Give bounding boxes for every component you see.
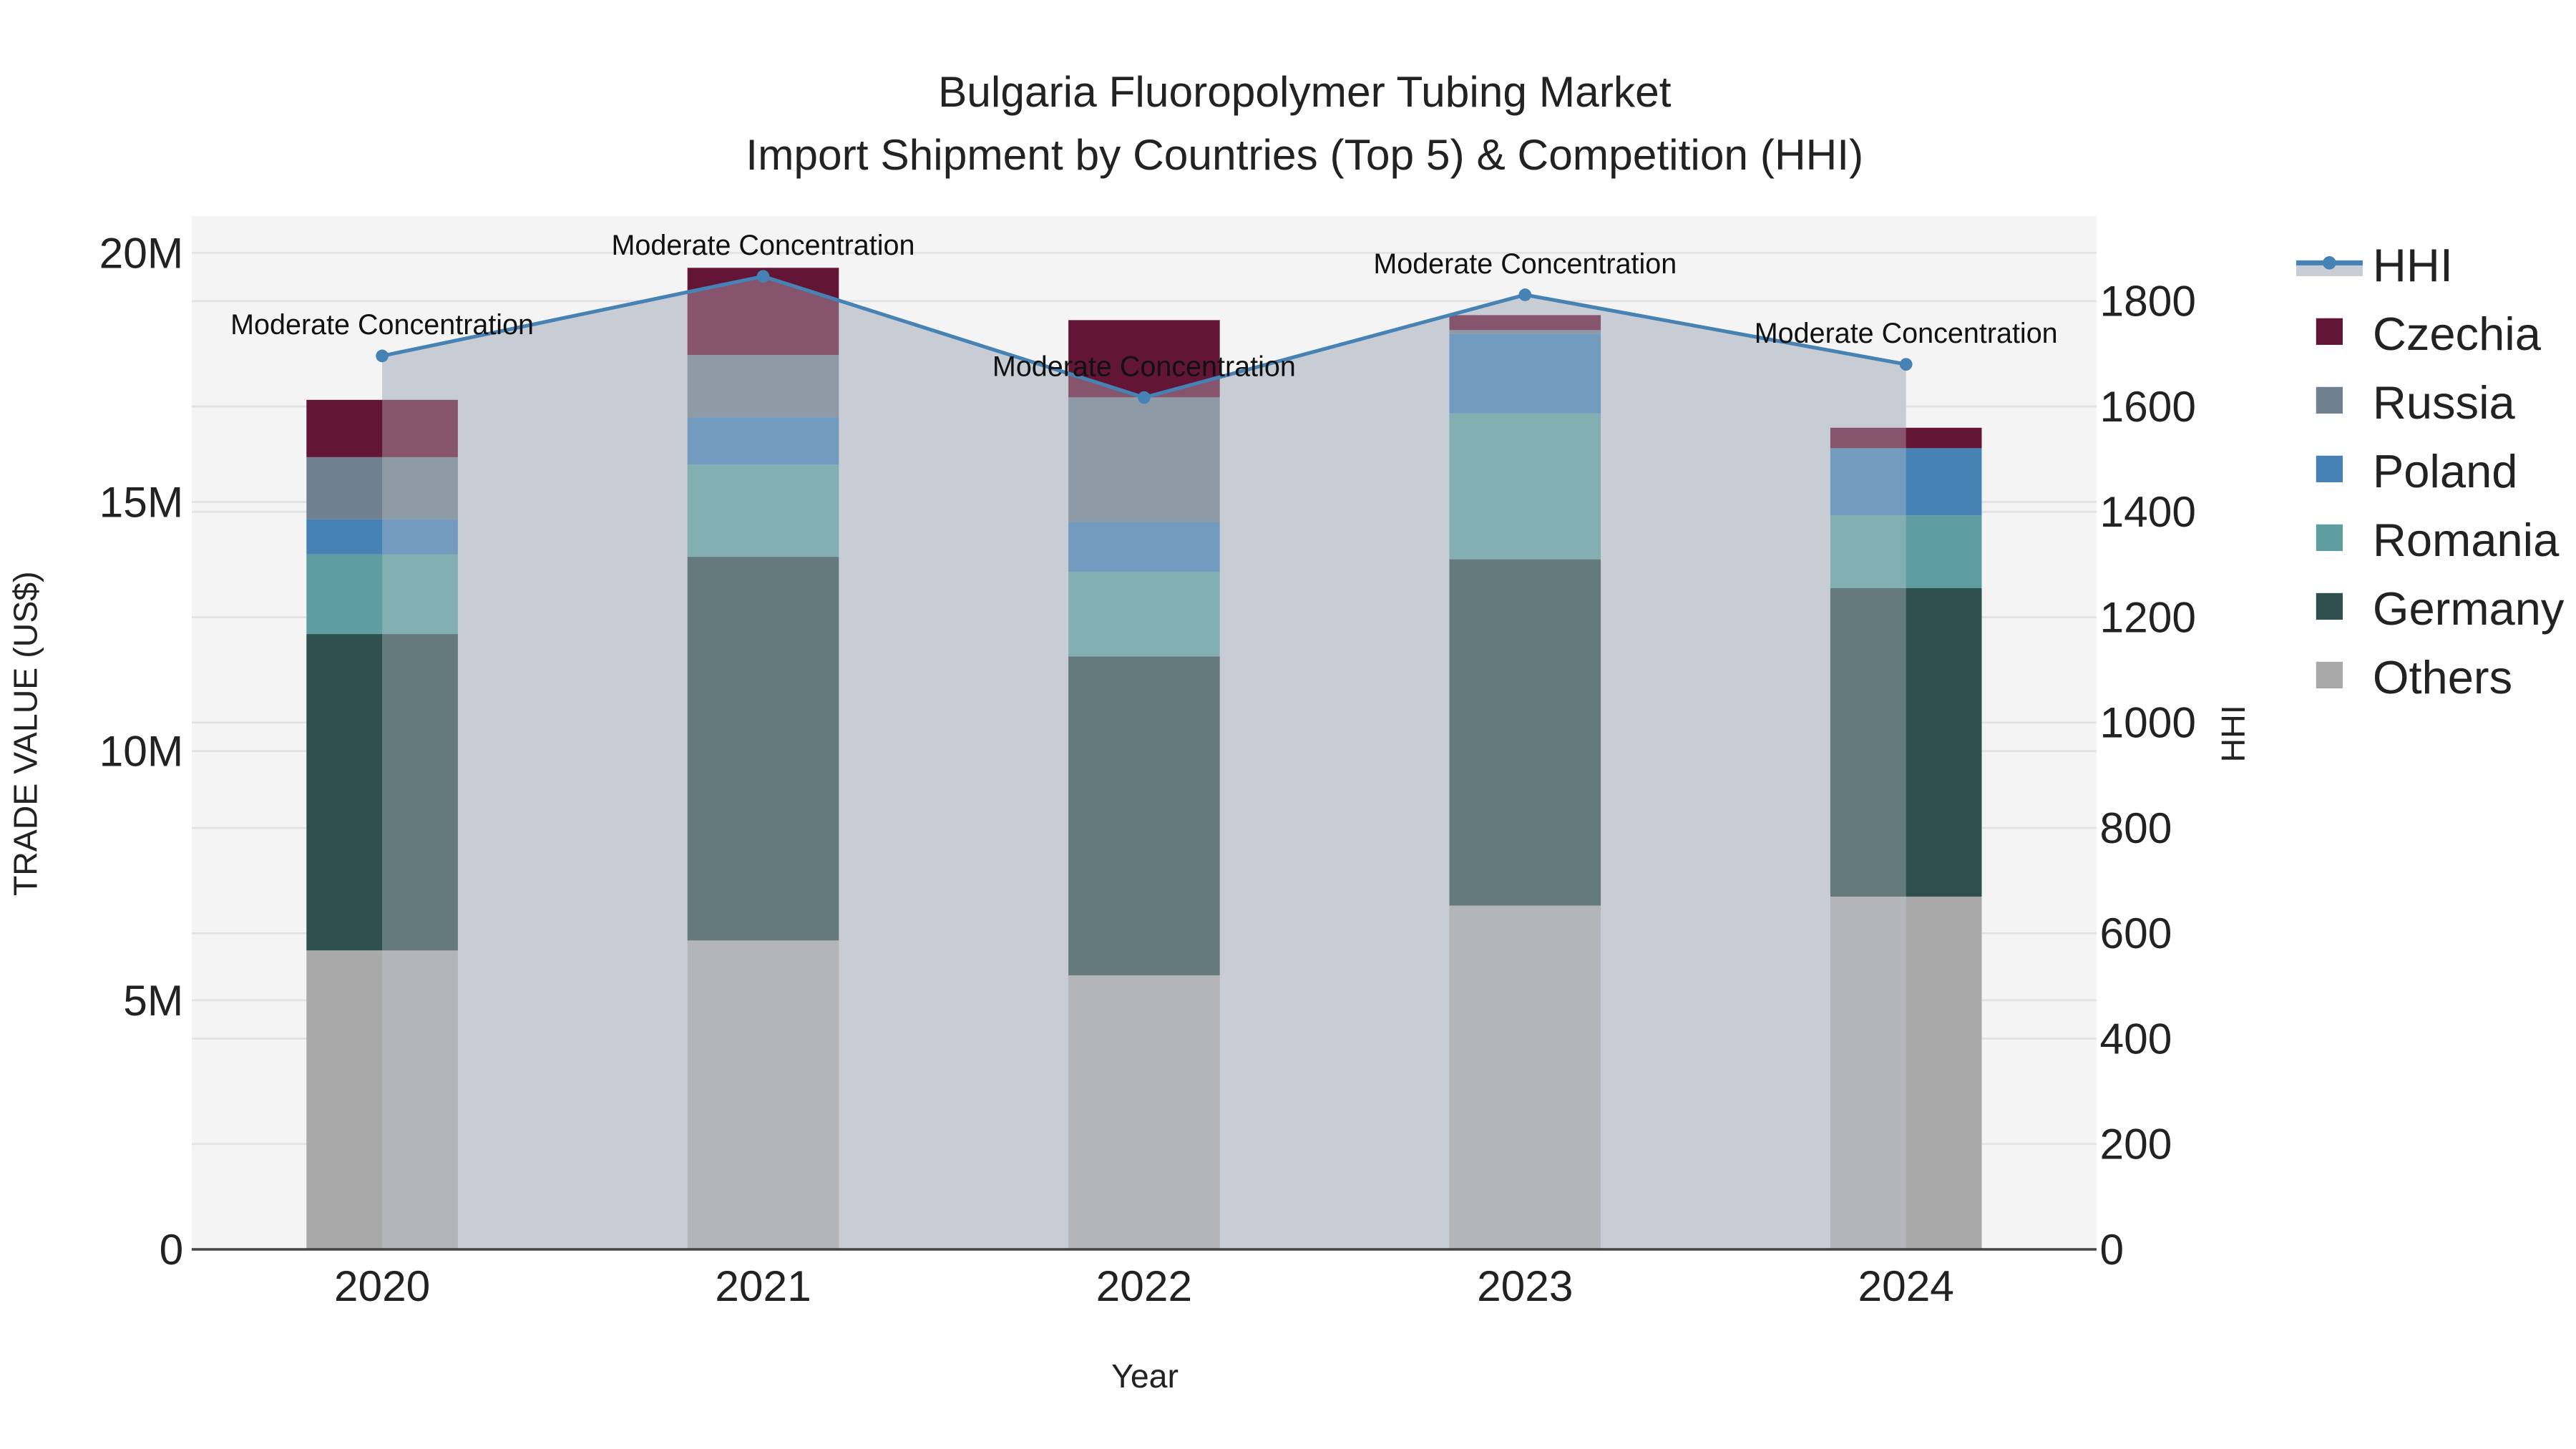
- bar-segment-others-2021: [687, 940, 839, 1250]
- x-ticks: 2020 2021 2022 2023 2024: [334, 1262, 1954, 1310]
- y-right-tick: 1800: [2100, 277, 2196, 326]
- y-left-tick: 10M: [99, 727, 184, 776]
- bar-segment-poland-2020: [306, 519, 458, 555]
- bar-segment-russia-2021: [687, 355, 839, 418]
- y-right-tick: 0: [2100, 1225, 2124, 1274]
- hhi-line: [376, 270, 1913, 404]
- hhi-point-2023[interactable]: [1518, 288, 1532, 301]
- x-tick-2021: 2021: [715, 1262, 811, 1310]
- bar-segment-germany-2020: [306, 634, 458, 951]
- x-tick-2023: 2023: [1477, 1262, 1573, 1310]
- legend: HHI Czechia Russia Poland Romania Germany Othe…: [2296, 239, 2565, 703]
- y-right-tick: 1400: [2100, 487, 2196, 536]
- legend-item-hhi[interactable]: HHI: [2296, 239, 2453, 291]
- legend-item-poland[interactable]: Poland: [2316, 445, 2518, 497]
- x-tick-2020: 2020: [334, 1262, 430, 1310]
- svg-text:Poland: Poland: [2373, 445, 2518, 497]
- y-left-tick: 20M: [99, 228, 184, 277]
- svg-text:Romania: Romania: [2373, 514, 2560, 566]
- bar-segment-russia-2020: [306, 457, 458, 519]
- legend-item-russia[interactable]: Russia: [2316, 376, 2516, 429]
- bar-segment-others-2020: [306, 950, 458, 1250]
- bar-segment-others-2024: [1830, 897, 1982, 1250]
- hhi-point-2024[interactable]: [1899, 358, 1913, 371]
- bar-segment-romania-2022: [1068, 572, 1220, 657]
- y-right-ticks: 0 200 400 600 800 1000 1200 1400 1600 1800: [2100, 277, 2196, 1274]
- legend-item-germany[interactable]: Germany: [2316, 582, 2565, 635]
- legend-item-others[interactable]: Others: [2316, 651, 2512, 703]
- hhi-point-2020[interactable]: [376, 349, 389, 363]
- bar-segment-russia-2023: [1449, 330, 1601, 334]
- bar-segment-poland-2022: [1068, 522, 1220, 572]
- bar-segment-czechia-2024: [1830, 427, 1982, 449]
- y-left-axis-label: TRADE VALUE (US$): [7, 571, 44, 896]
- chart-title-line1: Bulgaria Fluoropolymer Tubing Market: [938, 67, 1672, 116]
- svg-text:Others: Others: [2373, 651, 2512, 703]
- x-tick-2022: 2022: [1096, 1262, 1192, 1310]
- bar-segment-russia-2022: [1068, 397, 1220, 522]
- stacked-bars: [306, 268, 1982, 1250]
- hhi-annotations: Moderate Concentration Moderate Concentra…: [230, 230, 2058, 382]
- y-left-tick: 15M: [99, 477, 184, 526]
- hhi-annotation: Moderate Concentration: [612, 230, 915, 261]
- x-tick-2024: 2024: [1858, 1262, 1953, 1310]
- y-left-tick: 5M: [123, 976, 183, 1025]
- bar-segment-poland-2021: [687, 417, 839, 465]
- y-right-tick: 1200: [2100, 592, 2196, 641]
- bar-segment-germany-2022: [1068, 656, 1220, 976]
- bar-segment-germany-2023: [1449, 559, 1601, 906]
- y-right-tick: 1000: [2100, 698, 2196, 747]
- hhi-point-2022[interactable]: [1138, 391, 1151, 404]
- y-right-tick: 600: [2100, 909, 2172, 957]
- chart-title-line2: Import Shipment by Countries (Top 5) & C…: [746, 130, 1863, 179]
- svg-text:Germany: Germany: [2373, 582, 2565, 635]
- y-right-tick: 400: [2100, 1014, 2172, 1063]
- svg-text:HHI: HHI: [2373, 239, 2453, 291]
- bar-segment-romania-2023: [1449, 413, 1601, 560]
- y-left-tick: 0: [160, 1225, 184, 1274]
- hhi-point-2021[interactable]: [756, 270, 770, 283]
- svg-text:Russia: Russia: [2373, 376, 2516, 429]
- svg-text:Czechia: Czechia: [2373, 308, 2542, 360]
- x-axis-label: Year: [1111, 1357, 1179, 1395]
- hhi-annotation: Moderate Concentration: [1373, 248, 1677, 280]
- hhi-annotation: Moderate Concentration: [230, 309, 534, 341]
- y-right-axis-label: HHI: [2215, 705, 2252, 762]
- hhi-annotation: Moderate Concentration: [992, 351, 1296, 382]
- bar-segment-czechia-2023: [1449, 315, 1601, 331]
- y-left-ticks: 0 5M 10M 15M 20M: [99, 228, 184, 1274]
- bar-segment-czechia-2020: [306, 399, 458, 457]
- bar-segment-poland-2024: [1830, 448, 1982, 516]
- y-right-tick: 800: [2100, 804, 2172, 852]
- bar-segment-others-2023: [1449, 905, 1601, 1250]
- y-right-tick: 1600: [2100, 382, 2196, 431]
- bar-segment-romania-2024: [1830, 515, 1982, 589]
- bar-segment-poland-2023: [1449, 333, 1601, 414]
- bar-segment-others-2022: [1068, 975, 1220, 1250]
- y-right-tick: 200: [2100, 1120, 2172, 1169]
- bar-segment-romania-2021: [687, 464, 839, 557]
- legend-item-romania[interactable]: Romania: [2316, 514, 2560, 566]
- legend-item-czechia[interactable]: Czechia: [2316, 308, 2542, 360]
- bar-segment-romania-2020: [306, 554, 458, 635]
- bar-segment-germany-2021: [687, 557, 839, 941]
- bar-segment-germany-2024: [1830, 588, 1982, 897]
- hhi-annotation: Moderate Concentration: [1755, 318, 2058, 349]
